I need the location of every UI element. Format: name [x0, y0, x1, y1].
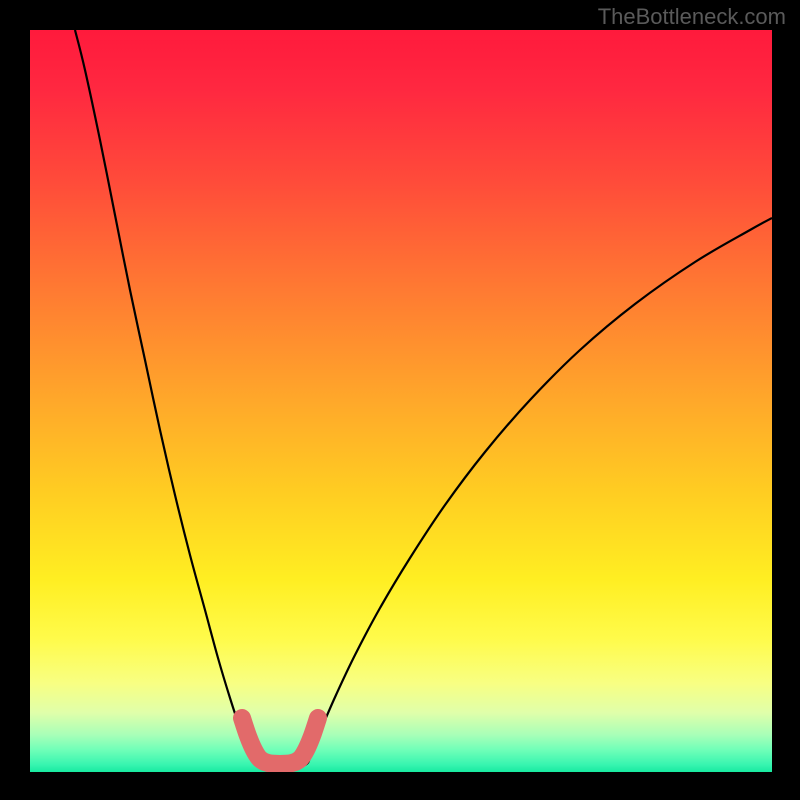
- chart-svg-layer: [30, 30, 772, 772]
- optimal-range-marker: [242, 718, 318, 764]
- watermark-text: TheBottleneck.com: [598, 4, 786, 30]
- outer-frame: TheBottleneck.com: [0, 0, 800, 800]
- bottleneck-curve: [75, 30, 772, 766]
- plot-area: [30, 30, 772, 772]
